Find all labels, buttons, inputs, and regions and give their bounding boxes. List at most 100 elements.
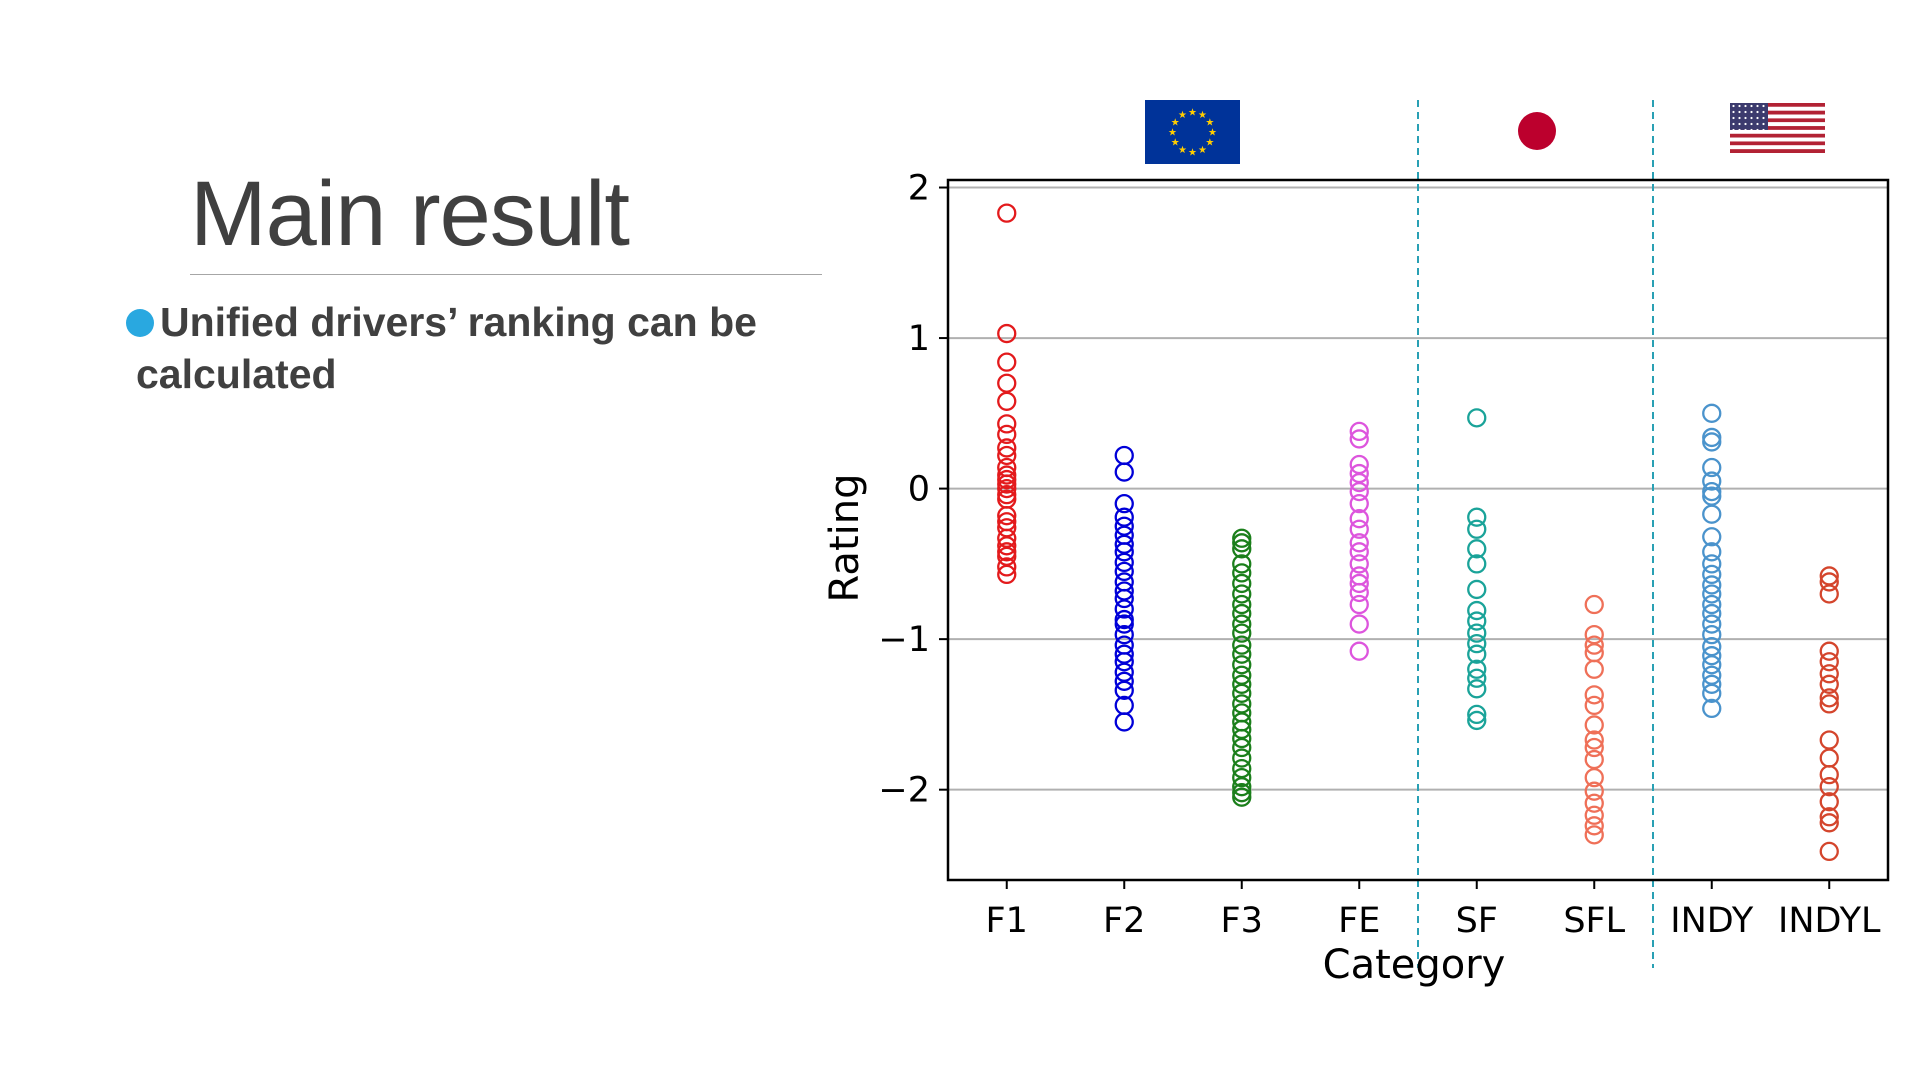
data-point <box>1349 542 1369 562</box>
data-point <box>997 478 1017 499</box>
data-point <box>1467 554 1487 574</box>
data-point <box>997 203 1017 223</box>
data-point <box>1584 594 1604 615</box>
data-point <box>1467 507 1487 527</box>
y-tick-label: 2 <box>908 169 930 209</box>
data-point <box>997 564 1017 585</box>
data-point <box>1584 730 1604 750</box>
data-point <box>997 414 1017 434</box>
data-point <box>1232 539 1252 559</box>
x-tick-label: SFL <box>1563 901 1625 941</box>
x-tick-label: INDYL <box>1778 901 1881 941</box>
eu-flag-icon: ★ ★★★★★★★★★★★ <box>1145 100 1240 164</box>
data-point <box>1702 655 1722 675</box>
title-divider <box>190 274 822 275</box>
series-fe <box>1349 421 1369 661</box>
data-point <box>1467 679 1487 699</box>
svg-text:★: ★ <box>1178 145 1187 156</box>
data-point <box>1349 429 1369 449</box>
x-tick-label: F1 <box>986 901 1028 941</box>
data-point <box>1584 805 1604 825</box>
data-point <box>997 557 1017 577</box>
data-point <box>1232 614 1252 634</box>
data-point <box>1232 584 1252 604</box>
svg-text:★: ★ <box>1188 148 1197 159</box>
data-point <box>1232 674 1252 694</box>
data-point <box>1232 635 1252 655</box>
series-indy <box>1702 403 1722 719</box>
data-point <box>1702 564 1722 585</box>
svg-text:★: ★ <box>1198 110 1207 121</box>
data-point <box>1114 680 1134 700</box>
series-sf <box>1467 408 1487 731</box>
data-point <box>1232 767 1252 788</box>
data-point <box>1349 573 1369 594</box>
data-point <box>1114 561 1134 582</box>
x-tick-label: F2 <box>1103 901 1145 941</box>
data-point <box>1819 664 1839 684</box>
data-point <box>1584 737 1604 758</box>
bullet-icon <box>126 309 154 337</box>
data-point <box>1819 641 1839 661</box>
data-point <box>997 438 1017 458</box>
data-point <box>1702 584 1722 604</box>
data-point <box>1702 432 1722 452</box>
data-point <box>1467 644 1487 664</box>
data-point <box>1702 527 1722 547</box>
data-point <box>1467 634 1487 654</box>
svg-text:★: ★ <box>1178 110 1187 121</box>
data-point <box>1114 552 1134 573</box>
data-point <box>1819 652 1839 672</box>
y-tick-label: −1 <box>878 620 930 660</box>
svg-text:★: ★ <box>1168 128 1177 139</box>
data-point <box>1232 623 1252 643</box>
data-point <box>1584 816 1604 836</box>
data-point <box>1114 588 1134 609</box>
data-point <box>1819 674 1839 694</box>
data-point <box>1584 685 1604 705</box>
data-point <box>1114 652 1134 672</box>
data-point <box>1702 614 1722 634</box>
data-point <box>1349 594 1369 615</box>
data-point <box>1114 542 1134 562</box>
data-point <box>1467 408 1487 428</box>
data-point <box>1584 695 1604 716</box>
data-point <box>1702 603 1722 624</box>
x-tick-label: SF <box>1456 901 1498 941</box>
data-point <box>1584 781 1604 801</box>
data-point <box>1819 764 1839 785</box>
svg-text:★: ★ <box>1208 128 1217 139</box>
svg-text:★: ★ <box>1205 138 1214 149</box>
region-flags: ★ ★★★★★★★★★★★ <box>1145 100 1825 164</box>
data-point <box>1819 688 1839 708</box>
data-point <box>1819 841 1839 862</box>
data-point <box>1232 603 1252 624</box>
svg-text:★: ★ <box>1171 138 1180 149</box>
data-points <box>997 203 1839 862</box>
data-point <box>1114 445 1134 466</box>
data-point <box>1467 579 1487 600</box>
data-point <box>1702 542 1722 562</box>
data-point <box>1819 777 1839 797</box>
data-point <box>1702 594 1722 615</box>
data-point <box>1349 509 1369 529</box>
data-point <box>1467 611 1487 631</box>
data-point <box>1702 646 1722 666</box>
data-point <box>1232 728 1252 749</box>
data-point <box>1349 519 1369 539</box>
data-point <box>1232 655 1252 675</box>
data-point <box>1232 737 1252 758</box>
data-point <box>1232 594 1252 615</box>
data-point <box>1232 644 1252 664</box>
data-point <box>1349 641 1369 661</box>
x-tick-label: INDY <box>1670 901 1754 941</box>
data-point <box>997 445 1017 466</box>
svg-text:★: ★ <box>1205 118 1214 129</box>
data-point <box>1702 683 1722 703</box>
data-point <box>1584 635 1604 655</box>
data-point <box>997 391 1017 411</box>
series-f2 <box>1114 445 1134 732</box>
data-point <box>1232 563 1252 583</box>
data-point <box>1584 749 1604 770</box>
